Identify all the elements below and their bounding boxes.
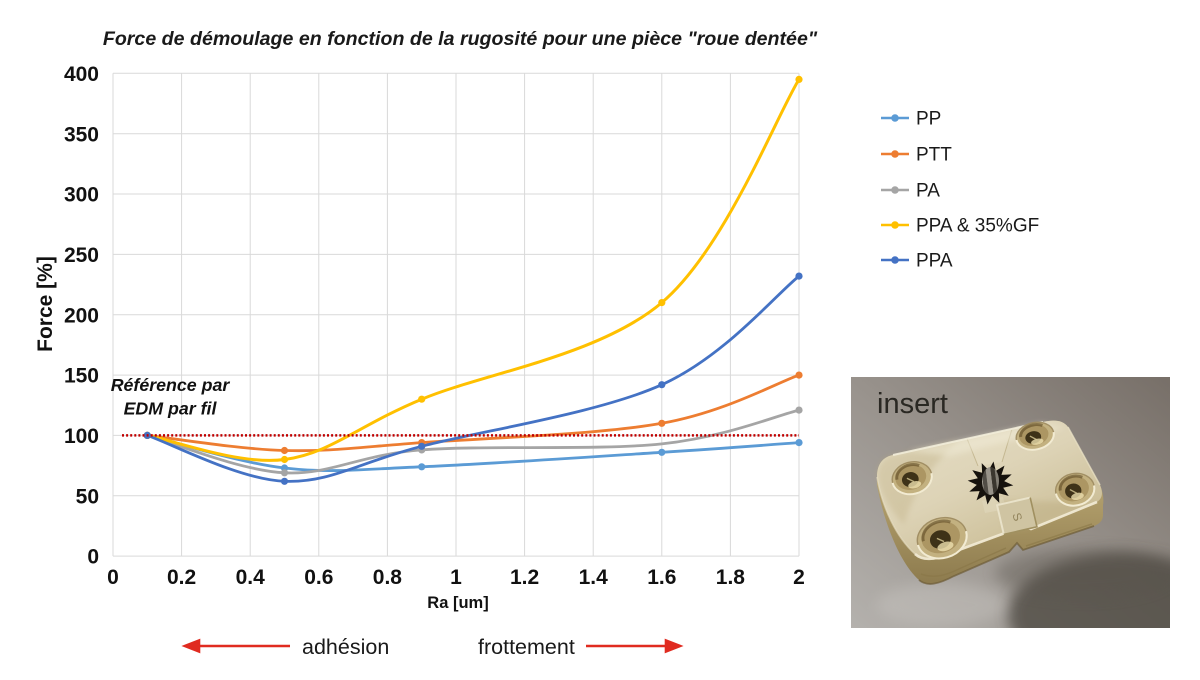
- svg-text:0: 0: [107, 566, 119, 589]
- svg-text:Force [%]: Force [%]: [34, 256, 57, 352]
- svg-text:400: 400: [64, 63, 99, 86]
- svg-text:PPA: PPA: [916, 251, 953, 272]
- svg-text:1.2: 1.2: [510, 566, 539, 589]
- svg-text:Référence par: Référence par: [111, 375, 231, 395]
- svg-text:0.8: 0.8: [373, 566, 403, 589]
- svg-text:2: 2: [793, 566, 805, 589]
- svg-text:0.4: 0.4: [236, 566, 266, 589]
- svg-text:EDM par fil: EDM par fil: [124, 399, 218, 419]
- svg-text:0.2: 0.2: [167, 566, 196, 589]
- svg-text:350: 350: [64, 123, 99, 146]
- svg-text:PA: PA: [916, 181, 940, 202]
- svg-text:frottement: frottement: [478, 635, 575, 659]
- svg-text:0.6: 0.6: [304, 566, 333, 589]
- svg-text:1.8: 1.8: [716, 566, 746, 589]
- svg-text:150: 150: [64, 365, 99, 388]
- svg-text:100: 100: [64, 425, 99, 448]
- svg-text:PPA & 35%GF: PPA & 35%GF: [916, 216, 1039, 237]
- svg-text:50: 50: [76, 485, 99, 508]
- svg-text:S: S: [1009, 511, 1025, 523]
- svg-text:1: 1: [450, 566, 462, 589]
- svg-text:insert: insert: [877, 388, 948, 420]
- svg-text:PTT: PTT: [916, 145, 952, 166]
- svg-text:1.4: 1.4: [579, 566, 609, 589]
- svg-text:PP: PP: [916, 109, 941, 130]
- svg-text:Force de démoulage en fonction: Force de démoulage en fonction de la rug…: [103, 28, 818, 50]
- svg-text:300: 300: [64, 184, 99, 207]
- svg-text:0: 0: [87, 546, 99, 569]
- svg-text:adhésion: adhésion: [302, 635, 389, 659]
- svg-text:250: 250: [64, 244, 99, 267]
- svg-text:1.6: 1.6: [647, 566, 676, 589]
- svg-text:Ra [um]: Ra [um]: [427, 594, 488, 612]
- svg-text:200: 200: [64, 304, 99, 327]
